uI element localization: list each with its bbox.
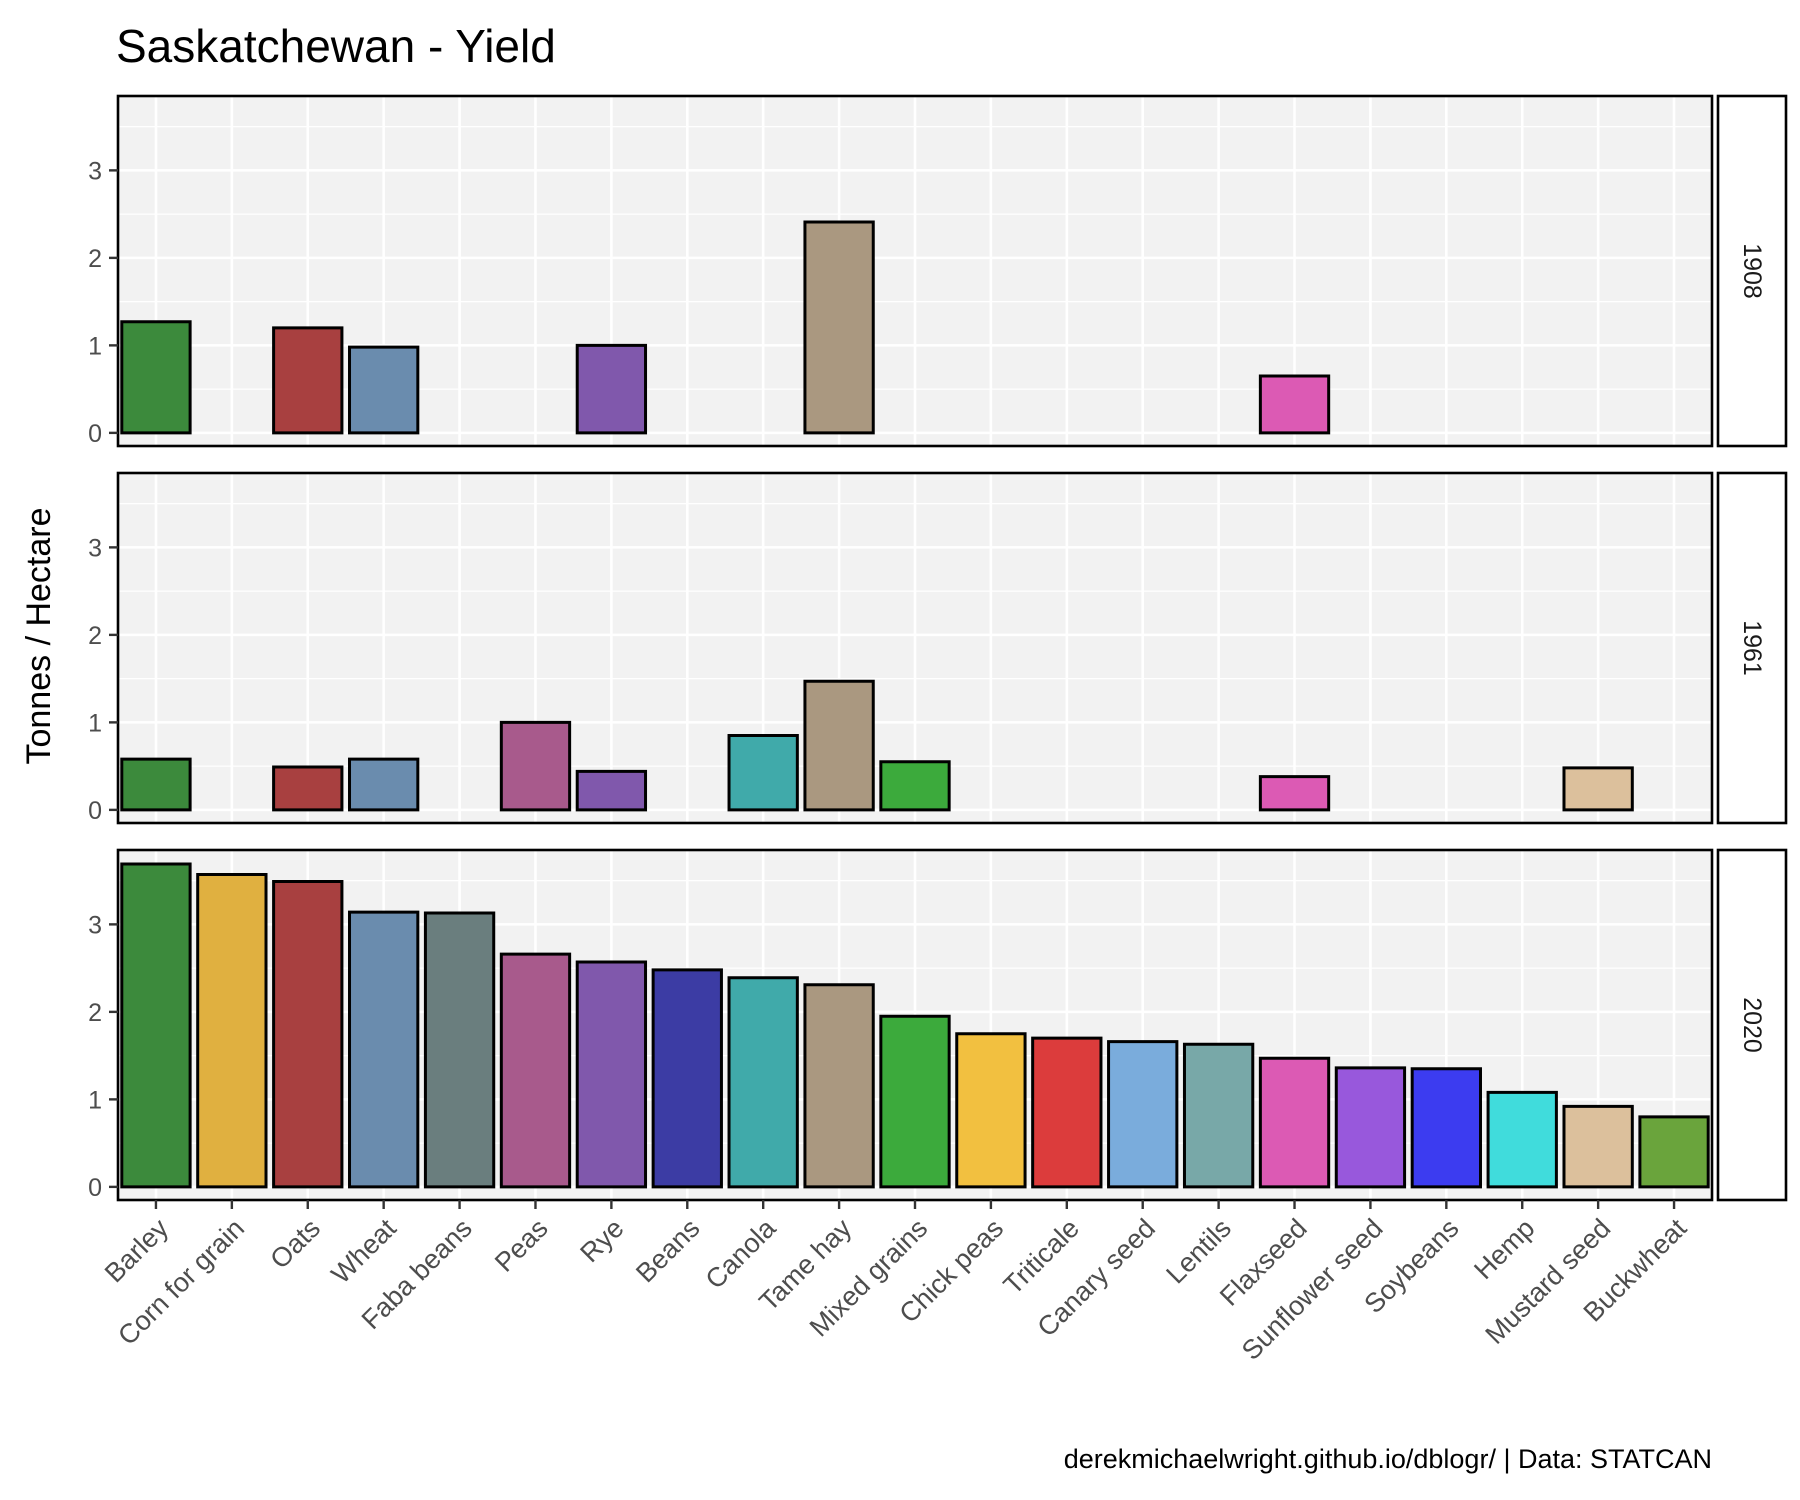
bar-barley-1961 xyxy=(120,757,192,812)
x-tick-label: Beans xyxy=(630,1213,705,1288)
bar-corn-for-grain-2020 xyxy=(196,873,268,1189)
chart-title: Saskatchewan - Yield xyxy=(116,20,556,72)
y-tick-label: 0 xyxy=(88,420,102,448)
bar-wheat-1908 xyxy=(348,345,420,435)
facet-strip xyxy=(1716,471,1788,825)
bar-beans-2020 xyxy=(651,968,723,1189)
panel-border xyxy=(116,471,1714,825)
y-tick-label: 0 xyxy=(88,1174,102,1202)
bar-mixed-grains-2020 xyxy=(879,1014,951,1189)
facet-strip xyxy=(1716,94,1788,448)
y-tick-label: 1 xyxy=(88,709,102,737)
y-tick-label: 1 xyxy=(88,1086,102,1114)
bar-peas-2020 xyxy=(499,952,572,1189)
bar-oats-1961 xyxy=(272,765,344,812)
bar-wheat-2020 xyxy=(348,910,420,1189)
x-tick-label: Peas xyxy=(489,1213,554,1278)
bar-rye-1908 xyxy=(575,343,648,435)
bar-canola-1961 xyxy=(727,734,799,812)
facet-strip xyxy=(1716,848,1788,1202)
bar-rye-1961 xyxy=(575,769,648,812)
bar-buckwheat-2020 xyxy=(1638,1115,1710,1189)
bar-mustard-seed-2020 xyxy=(1562,1104,1634,1189)
bar-hemp-2020 xyxy=(1486,1090,1558,1189)
bar-wheat-1961 xyxy=(348,757,420,812)
facet-panels: 0 1 2 3 1908 0 1 2 3 1961 0 1 2 3 2020 xyxy=(88,94,1788,1202)
facet-strip-label: 1961 xyxy=(1738,620,1766,676)
x-tick-label: Oats xyxy=(264,1213,326,1275)
bar-canary-seed-2020 xyxy=(1107,1040,1179,1189)
y-tick-label: 0 xyxy=(88,797,102,825)
bar-chick-peas-2020 xyxy=(955,1032,1027,1189)
bar-barley-1908 xyxy=(120,320,192,435)
y-tick-label: 3 xyxy=(88,911,102,939)
bar-tame-hay-1961 xyxy=(803,679,875,812)
bar-lentils-2020 xyxy=(1182,1042,1255,1189)
bar-barley-2020 xyxy=(120,862,192,1189)
bar-canola-2020 xyxy=(727,976,799,1189)
y-tick-label: 3 xyxy=(88,534,102,562)
bar-peas-1961 xyxy=(499,720,572,812)
bar-mustard-seed-1961 xyxy=(1562,766,1634,812)
bar-oats-1908 xyxy=(272,326,344,435)
y-tick-label: 2 xyxy=(88,622,102,650)
bar-flaxseed-2020 xyxy=(1258,1056,1331,1189)
y-tick-label: 2 xyxy=(88,245,102,273)
bar-tame-hay-1908 xyxy=(803,220,875,435)
x-tick-label: Barley xyxy=(99,1213,175,1289)
facet-panel-1908: 0 1 2 3 1908 xyxy=(88,94,1788,448)
y-tick-label: 1 xyxy=(88,332,102,360)
bar-faba-beans-2020 xyxy=(423,911,496,1189)
panel-border xyxy=(116,94,1714,448)
bar-sunflower-seed-2020 xyxy=(1334,1066,1407,1189)
bar-flaxseed-1961 xyxy=(1258,775,1331,812)
x-tick-label: Rye xyxy=(574,1213,629,1268)
bar-flaxseed-1908 xyxy=(1258,374,1331,435)
facet-strip-label: 1908 xyxy=(1738,243,1766,299)
bar-triticale-2020 xyxy=(1031,1036,1103,1189)
facet-panel-2020: 0 1 2 3 2020 xyxy=(88,848,1788,1202)
bar-oats-2020 xyxy=(272,880,344,1189)
bar-tame-hay-2020 xyxy=(803,983,875,1189)
x-tick-label: Hemp xyxy=(1468,1213,1540,1285)
y-axis-label: Tonnes / Hectare xyxy=(20,507,58,764)
facet-panel-1961: 0 1 2 3 1961 xyxy=(88,471,1788,825)
facet-strip-label: 2020 xyxy=(1738,997,1766,1053)
y-tick-label: 2 xyxy=(88,999,102,1027)
chart-caption: derekmichaelwright.github.io/dblogr/ | D… xyxy=(1064,1444,1712,1474)
bar-soybeans-2020 xyxy=(1410,1067,1482,1189)
y-tick-label: 3 xyxy=(88,157,102,185)
bar-rye-2020 xyxy=(575,960,648,1189)
bar-mixed-grains-1961 xyxy=(879,760,951,812)
